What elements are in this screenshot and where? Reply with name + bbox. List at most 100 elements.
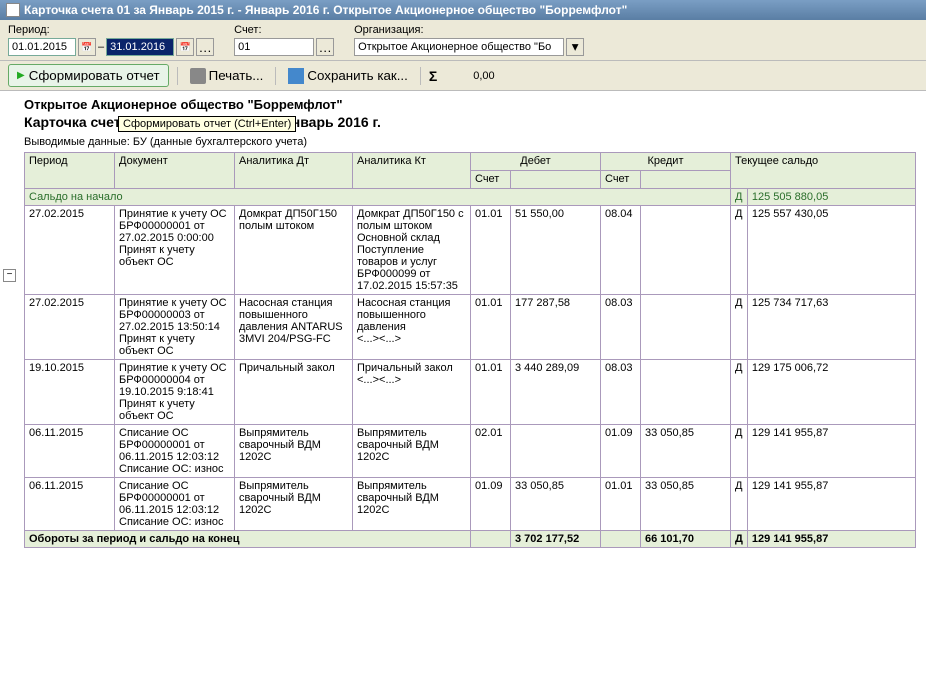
table-row[interactable]: 27.02.2015Принятие к учету ОС БРФ0000000… (25, 206, 916, 295)
app-icon (6, 3, 20, 17)
cell-analytics-dt: Домкрат ДП50Г150 полым штоком (235, 206, 353, 295)
cell-kredit-schet: 08.03 (601, 360, 641, 425)
cell-analytics-kt: Причальный закол <...><...> (353, 360, 471, 425)
cell-analytics-dt: Насосная станция повышенного давления AN… (235, 295, 353, 360)
cell-debet-schet: 01.01 (471, 295, 511, 360)
separator (177, 67, 178, 85)
th-saldo: Текущее сальдо (731, 153, 916, 189)
cell-analytics-dt: Выпрямитель сварочный ВДМ 1202С (235, 425, 353, 478)
separator (275, 67, 276, 85)
cell-balance: 129 141 955,87 (747, 478, 915, 531)
cell-debet-schet: 02.01 (471, 425, 511, 478)
sigma-icon: Σ (429, 68, 437, 84)
form-report-button[interactable]: ▶ Сформировать отчет (8, 64, 169, 87)
cell-document: Списание ОС БРФ00000001 от 06.11.2015 12… (115, 478, 235, 531)
period-dots-button[interactable]: … (196, 38, 214, 56)
th-analytics-dt: Аналитика Дт (235, 153, 353, 189)
th-kredit-sum (641, 171, 731, 189)
th-kredit: Кредит (601, 153, 731, 171)
cell-debet-sum: 177 287,58 (511, 295, 601, 360)
period-label: Период: (8, 24, 214, 36)
cell-kredit-sum: 33 050,85 (641, 425, 731, 478)
printer-icon (190, 68, 206, 84)
th-debet-sum (511, 171, 601, 189)
cell-analytics-dt: Причальный закол (235, 360, 353, 425)
th-debet-schet: Счет (471, 171, 511, 189)
separator (420, 67, 421, 85)
diskette-icon (288, 68, 304, 84)
output-info: Выводимые данные: БУ (данные бухгалтерск… (24, 136, 916, 148)
cell-balance: 125 734 717,63 (747, 295, 915, 360)
calendar-from-icon[interactable]: 📅 (78, 38, 96, 56)
report-content: − Открытое Акционерное общество "Борремф… (0, 91, 926, 679)
schet-label: Счет: (234, 24, 334, 36)
th-document: Документ (115, 153, 235, 189)
cell-analytics-kt: Выпрямитель сварочный ВДМ 1202С (353, 425, 471, 478)
cell-debet-schet: 01.09 (471, 478, 511, 531)
cell-debet-sum: 51 550,00 (511, 206, 601, 295)
totals-label: Обороты за период и сальдо на конец (25, 531, 471, 548)
th-period: Период (25, 153, 115, 189)
form-report-label: Сформировать отчет (29, 68, 160, 83)
cell-kredit-sum (641, 360, 731, 425)
date-to-input[interactable] (106, 38, 174, 56)
cell-debet-sum: 33 050,85 (511, 478, 601, 531)
table-row[interactable]: 19.10.2015Принятие к учету ОС БРФ0000000… (25, 360, 916, 425)
schet-dots-button[interactable]: … (316, 38, 334, 56)
cell-kredit-sum (641, 295, 731, 360)
cell-dk: Д (731, 295, 748, 360)
cell-period: 06.11.2015 (25, 425, 115, 478)
totals-row: Обороты за период и сальдо на конец3 702… (25, 531, 916, 548)
th-debet: Дебет (471, 153, 601, 171)
date-from-input[interactable] (8, 38, 76, 56)
collapse-icon[interactable]: − (3, 269, 16, 282)
play-icon: ▶ (17, 70, 25, 81)
cell-period: 06.11.2015 (25, 478, 115, 531)
cell-kredit-sum: 33 050,85 (641, 478, 731, 531)
cell-debet-schet: 01.01 (471, 206, 511, 295)
cell-analytics-kt: Насосная станция повышенного давления <.… (353, 295, 471, 360)
cell-document: Списание ОС БРФ00000001 от 06.11.2015 12… (115, 425, 235, 478)
cell-kredit-schet: 01.01 (601, 478, 641, 531)
totals-balance: 129 141 955,87 (747, 531, 915, 548)
window-title: Карточка счета 01 за Январь 2015 г. - Ян… (24, 3, 627, 17)
print-button[interactable]: Печать... (186, 66, 268, 86)
calendar-to-icon[interactable]: 📅 (176, 38, 194, 56)
table-row[interactable]: 06.11.2015Списание ОС БРФ00000001 от 06.… (25, 425, 916, 478)
totals-kredit: 66 101,70 (641, 531, 731, 548)
cell-kredit-schet: 08.04 (601, 206, 641, 295)
org-label: Организация: (354, 24, 584, 36)
cell-document: Принятие к учету ОС БРФ00000001 от 27.02… (115, 206, 235, 295)
report-table: Период Документ Аналитика Дт Аналитика К… (24, 152, 916, 548)
cell-period: 27.02.2015 (25, 295, 115, 360)
org-input[interactable] (354, 38, 564, 56)
table-row[interactable]: 06.11.2015Списание ОС БРФ00000001 от 06.… (25, 478, 916, 531)
schet-input[interactable] (234, 38, 314, 56)
cell-dk: Д (731, 425, 748, 478)
cell-period: 27.02.2015 (25, 206, 115, 295)
org-dropdown-icon[interactable]: ▾ (566, 38, 584, 56)
cell-debet-schet: 01.01 (471, 360, 511, 425)
cell-balance: 129 175 006,72 (747, 360, 915, 425)
titlebar: Карточка счета 01 за Январь 2015 г. - Ян… (0, 0, 926, 20)
cell-debet-sum: 3 440 289,09 (511, 360, 601, 425)
cell-dk: Д (731, 206, 748, 295)
print-label: Печать... (209, 68, 264, 83)
parameters-toolbar: Период: 📅 – 📅 … Счет: … Организация: ▾ (0, 20, 926, 61)
tooltip: Сформировать отчет (Ctrl+Enter) (118, 116, 296, 132)
cell-debet-sum (511, 425, 601, 478)
cell-document: Принятие к учету ОС БРФ00000003 от 27.02… (115, 295, 235, 360)
cell-period: 19.10.2015 (25, 360, 115, 425)
cell-balance: 125 557 430,05 (747, 206, 915, 295)
cell-analytics-kt: Домкрат ДП50Г150 с полым штоком Основной… (353, 206, 471, 295)
save-as-button[interactable]: Сохранить как... (284, 66, 411, 86)
opening-dk: Д (731, 189, 748, 206)
cell-balance: 129 141 955,87 (747, 425, 915, 478)
dash: – (98, 41, 104, 53)
totals-dk: Д (731, 531, 748, 548)
org-name: Открытое Акционерное общество "Борремфло… (24, 97, 916, 112)
cell-kredit-schet: 01.09 (601, 425, 641, 478)
cell-dk: Д (731, 360, 748, 425)
cell-analytics-dt: Выпрямитель сварочный ВДМ 1202С (235, 478, 353, 531)
table-row[interactable]: 27.02.2015Принятие к учету ОС БРФ0000000… (25, 295, 916, 360)
